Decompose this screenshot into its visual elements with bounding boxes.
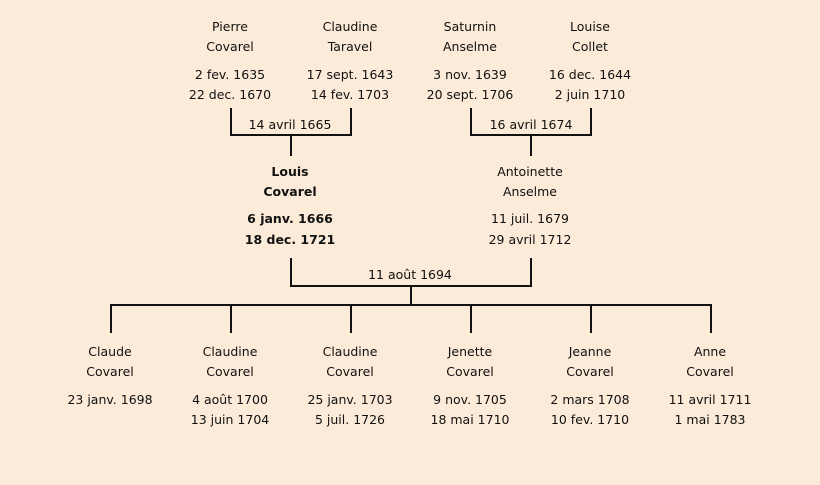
person-birth-date: 2 fev. 1635 — [194, 67, 266, 82]
person-last-name: Covarel — [206, 39, 254, 54]
person-first-name: Jenette — [447, 344, 493, 359]
person-last-name: Anselme — [502, 184, 558, 199]
person-last-name: Covarel — [263, 184, 317, 199]
person-first-name: Claude — [88, 344, 132, 359]
person-birth-date: 17 sept. 1643 — [306, 67, 394, 82]
connector-line — [530, 134, 532, 156]
person-birth-date: 11 avril 1711 — [668, 392, 752, 407]
connector-line — [290, 134, 292, 156]
person-first-name: Claudine — [202, 344, 258, 359]
marriage-date: 11 août 1694 — [368, 267, 452, 282]
connector-line — [590, 304, 592, 333]
person-last-name: Covarel — [566, 364, 614, 379]
person-death-date: 18 dec. 1721 — [244, 232, 336, 247]
person-death-date: 20 sept. 1706 — [426, 87, 514, 102]
person-death-date: 10 fev. 1710 — [550, 412, 630, 427]
connector-line — [710, 304, 712, 333]
marriage-date: 16 avril 1674 — [489, 117, 573, 132]
person-last-name: Covarel — [446, 364, 494, 379]
connector-line — [350, 304, 352, 333]
person-death-date: 29 avril 1712 — [488, 232, 572, 247]
person-first-name: Louis — [271, 164, 309, 179]
person-death-date: 5 juil. 1726 — [314, 412, 386, 427]
connector-line — [530, 258, 532, 287]
person-death-date: 13 juin 1704 — [190, 412, 270, 427]
person-last-name: Covarel — [86, 364, 134, 379]
person-birth-date: 2 mars 1708 — [550, 392, 630, 407]
person-death-date: 22 dec. 1670 — [188, 87, 272, 102]
connector-line — [470, 108, 472, 136]
person-death-date: 1 mai 1783 — [674, 412, 746, 427]
person-last-name: Covarel — [686, 364, 734, 379]
person-first-name: Louise — [570, 19, 610, 34]
connector-line — [230, 304, 232, 333]
person-last-name: Collet — [572, 39, 608, 54]
person-birth-date: 3 nov. 1639 — [433, 67, 507, 82]
person-first-name: Saturnin — [443, 19, 497, 34]
person-last-name: Covarel — [326, 364, 374, 379]
person-death-date: 18 mai 1710 — [430, 412, 510, 427]
person-birth-date: 6 janv. 1666 — [247, 211, 333, 226]
person-last-name: Anselme — [442, 39, 498, 54]
connector-line — [110, 304, 712, 306]
connector-line — [470, 304, 472, 333]
person-first-name: Anne — [693, 344, 727, 359]
person-birth-date: 23 janv. 1698 — [67, 392, 153, 407]
connector-line — [410, 285, 412, 306]
person-first-name: Jeanne — [568, 344, 612, 359]
person-death-date: 2 juin 1710 — [554, 87, 626, 102]
connector-line — [590, 108, 592, 136]
person-birth-date: 25 janv. 1703 — [307, 392, 393, 407]
connector-line — [110, 304, 112, 333]
person-birth-date: 11 juil. 1679 — [491, 211, 569, 226]
person-death-date — [45, 410, 175, 430]
person-birth-date: 4 août 1700 — [192, 392, 268, 407]
person-death-date: 14 fev. 1703 — [310, 87, 390, 102]
person-first-name: Claudine — [322, 344, 378, 359]
connector-line — [230, 108, 232, 136]
person-first-name: Claudine — [322, 19, 378, 34]
person-first-name: Antoinette — [497, 164, 563, 179]
person-last-name: Taravel — [327, 39, 373, 54]
person-first-name: Pierre — [212, 19, 248, 34]
marriage-date: 14 avril 1665 — [248, 117, 332, 132]
person-birth-date: 9 nov. 1705 — [433, 392, 507, 407]
connector-line — [290, 258, 292, 287]
person-last-name: Covarel — [206, 364, 254, 379]
person-birth-date: 16 dec. 1644 — [548, 67, 632, 82]
connector-line — [350, 108, 352, 136]
